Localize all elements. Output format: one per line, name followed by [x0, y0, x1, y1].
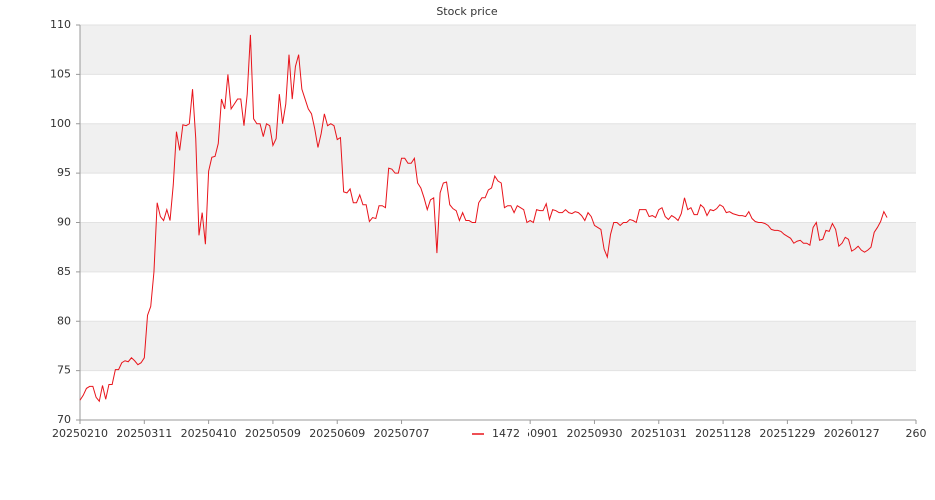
legend-box	[466, 425, 528, 443]
y-tick-label: 110	[50, 18, 71, 31]
y-tick-label: 100	[50, 117, 71, 130]
y-tick-label: 80	[57, 314, 71, 327]
x-tick-label: 20251031	[631, 427, 687, 440]
grid-band	[80, 321, 916, 371]
y-tick-label: 105	[50, 67, 71, 80]
x-tick-label: 20250930	[566, 427, 622, 440]
y-tick-label: 75	[57, 364, 71, 377]
x-tick-label: 20250707	[374, 427, 430, 440]
chart-title: Stock price	[436, 5, 498, 18]
x-tick-label: 20250311	[116, 427, 172, 440]
x-tick-label: 20251128	[695, 427, 751, 440]
y-tick-label: 90	[57, 216, 71, 229]
grid-band	[80, 123, 916, 174]
x-tick-label: 20251229	[759, 427, 815, 440]
grid-band	[80, 25, 916, 75]
y-tick-label: 70	[57, 413, 71, 426]
x-tick-label: 260	[906, 427, 927, 440]
x-tick-label: 20250609	[309, 427, 365, 440]
x-tick-label: 20260127	[824, 427, 880, 440]
x-tick-label: 20250210	[52, 427, 108, 440]
y-tick-label: 85	[57, 265, 71, 278]
y-tick-label: 95	[57, 166, 71, 179]
x-tick-label: 20250410	[181, 427, 237, 440]
x-tick-label: 20250509	[245, 427, 301, 440]
line-series	[79, 34, 888, 403]
grid-band	[80, 222, 916, 272]
legend-label: 1472	[492, 427, 520, 440]
